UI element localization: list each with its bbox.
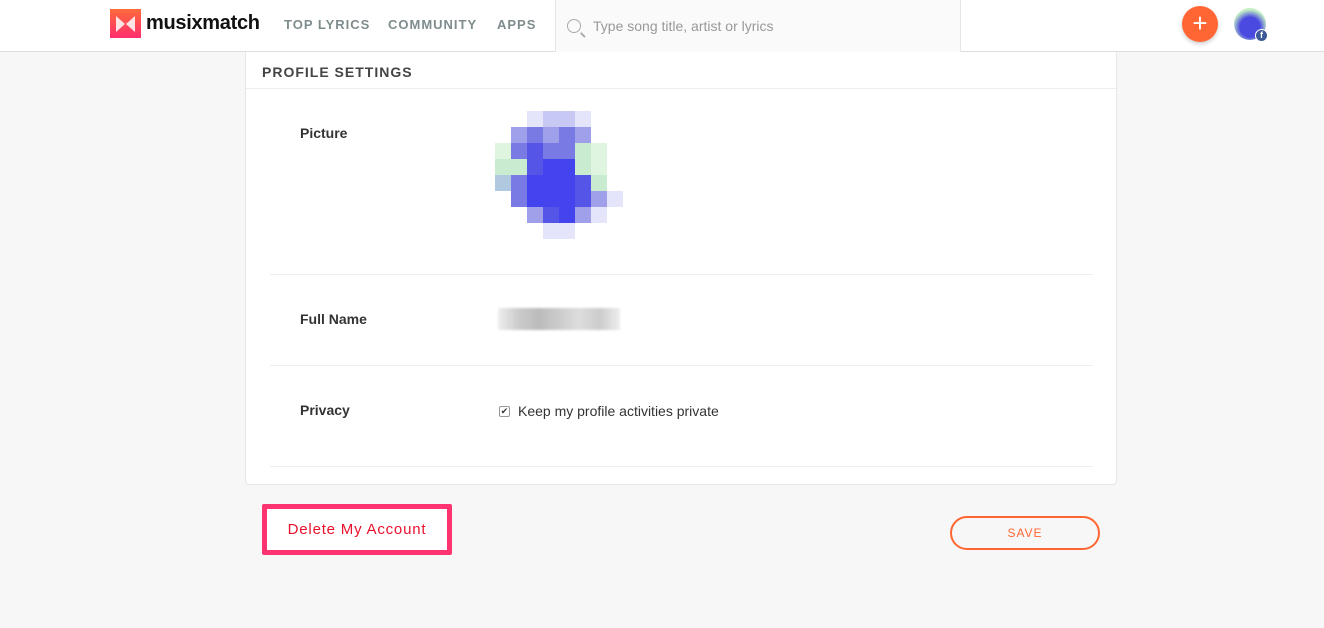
logo[interactable]: musixmatch (110, 9, 260, 38)
picture-pixel (495, 159, 511, 175)
picture-pixel (575, 207, 591, 223)
picture-pixel (591, 159, 607, 175)
picture-pixel (607, 143, 623, 159)
picture-pixel (575, 175, 591, 191)
facebook-icon: f (1255, 29, 1268, 42)
picture-pixel (511, 223, 527, 239)
picture-pixel (575, 223, 591, 239)
picture-pixel (559, 143, 575, 159)
picture-pixel (543, 159, 559, 175)
picture-pixel (607, 175, 623, 191)
picture-pixel (591, 207, 607, 223)
picture-pixel (607, 159, 623, 175)
picture-pixel (527, 143, 543, 159)
picture-pixel (591, 127, 607, 143)
picture-pixel (527, 175, 543, 191)
picture-pixel (591, 175, 607, 191)
full-name-value-blurred (498, 308, 620, 330)
picture-pixel (591, 191, 607, 207)
picture-pixel (527, 127, 543, 143)
picture-pixel (543, 207, 559, 223)
picture-pixel (607, 207, 623, 223)
save-button[interactable]: SAVE (950, 516, 1100, 550)
picture-pixel (575, 143, 591, 159)
picture-pixel (511, 159, 527, 175)
nav-community[interactable]: COMMUNITY (388, 17, 478, 32)
picture-pixel (559, 223, 575, 239)
logo-text: musixmatch (146, 12, 260, 34)
picture-pixel (607, 111, 623, 127)
search-input[interactable] (593, 18, 933, 34)
picture-pixel (511, 111, 527, 127)
picture-pixel (591, 111, 607, 127)
picture-pixel (575, 159, 591, 175)
picture-row: Picture (270, 89, 1093, 275)
profile-settings-card: PROFILE SETTINGS Picture Full Name Priva… (245, 52, 1117, 485)
picture-pixel (591, 143, 607, 159)
picture-pixel (543, 223, 559, 239)
picture-pixel (543, 127, 559, 143)
full-name-label: Full Name (300, 311, 367, 327)
picture-pixel (527, 223, 543, 239)
picture-pixel (559, 159, 575, 175)
full-name-row: Full Name (270, 275, 1093, 366)
profile-picture[interactable] (495, 111, 623, 239)
picture-pixel (591, 223, 607, 239)
picture-pixel (559, 175, 575, 191)
picture-pixel (527, 159, 543, 175)
add-button[interactable]: + (1182, 6, 1218, 42)
nav-apps[interactable]: APPS (497, 17, 537, 32)
picture-pixel (511, 143, 527, 159)
card-title: PROFILE SETTINGS (246, 52, 1116, 89)
privacy-checkbox-label: Keep my profile activities private (518, 403, 719, 419)
picture-pixel (559, 207, 575, 223)
picture-pixel (559, 191, 575, 207)
search-bar (555, 0, 961, 52)
nav-top-lyrics[interactable]: TOP LYRICS (284, 17, 371, 32)
privacy-label: Privacy (300, 402, 350, 418)
picture-pixel (495, 127, 511, 143)
top-bar: musixmatch TOP LYRICS COMMUNITY APPS + f (0, 0, 1324, 52)
picture-pixel (543, 143, 559, 159)
picture-pixel (607, 223, 623, 239)
privacy-option[interactable]: ✔ Keep my profile activities private (499, 403, 719, 419)
picture-pixel (511, 175, 527, 191)
picture-pixel (543, 175, 559, 191)
picture-pixel (527, 207, 543, 223)
picture-pixel (527, 111, 543, 127)
delete-account-button[interactable]: Delete My Account (262, 504, 452, 555)
picture-pixel (495, 143, 511, 159)
search-icon (567, 19, 581, 33)
picture-label: Picture (300, 125, 348, 141)
picture-pixel (543, 111, 559, 127)
picture-pixel (575, 127, 591, 143)
picture-pixel (511, 127, 527, 143)
picture-pixel (607, 127, 623, 143)
picture-pixel (495, 111, 511, 127)
picture-pixel (495, 175, 511, 191)
picture-pixel (495, 223, 511, 239)
picture-pixel (495, 207, 511, 223)
picture-pixel (607, 191, 623, 207)
picture-pixel (543, 191, 559, 207)
musixmatch-logo-icon (110, 9, 141, 38)
picture-pixel (527, 191, 543, 207)
privacy-row: Privacy (270, 366, 1093, 467)
picture-pixel (511, 191, 527, 207)
picture-pixel (575, 111, 591, 127)
picture-pixel (559, 111, 575, 127)
avatar[interactable]: f (1234, 8, 1268, 42)
picture-pixel (575, 191, 591, 207)
picture-pixel (559, 127, 575, 143)
privacy-checkbox[interactable]: ✔ (499, 405, 510, 417)
picture-pixel (495, 191, 511, 207)
picture-pixel (511, 207, 527, 223)
